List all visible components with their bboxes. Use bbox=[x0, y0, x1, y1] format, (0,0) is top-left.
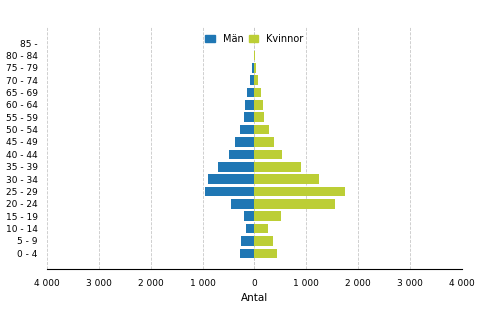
Bar bbox=[254, 162, 301, 171]
Bar bbox=[254, 150, 282, 159]
Bar bbox=[254, 236, 273, 246]
Bar bbox=[228, 150, 254, 159]
Bar bbox=[244, 112, 254, 122]
Bar bbox=[208, 174, 254, 184]
Bar bbox=[240, 125, 254, 134]
Bar bbox=[245, 100, 254, 110]
Bar bbox=[254, 100, 263, 110]
Bar bbox=[244, 211, 254, 221]
Bar bbox=[254, 199, 335, 209]
Bar bbox=[254, 63, 256, 73]
Bar bbox=[254, 224, 268, 233]
Bar bbox=[254, 211, 281, 221]
Bar bbox=[235, 137, 254, 147]
Bar bbox=[231, 199, 254, 209]
Bar bbox=[254, 75, 258, 85]
Bar bbox=[252, 63, 254, 73]
Bar bbox=[250, 75, 254, 85]
Bar bbox=[246, 224, 254, 233]
Legend: Män, Kvinnor: Män, Kvinnor bbox=[204, 32, 305, 46]
Bar bbox=[205, 187, 254, 196]
Bar bbox=[241, 236, 254, 246]
Bar bbox=[254, 137, 274, 147]
X-axis label: Antal: Antal bbox=[241, 294, 268, 303]
Bar bbox=[247, 88, 254, 97]
Bar bbox=[254, 174, 319, 184]
Bar bbox=[254, 125, 269, 134]
Bar bbox=[240, 248, 254, 258]
Bar bbox=[254, 248, 276, 258]
Bar bbox=[218, 162, 254, 171]
Bar bbox=[254, 88, 261, 97]
Bar bbox=[254, 112, 264, 122]
Bar bbox=[254, 187, 345, 196]
